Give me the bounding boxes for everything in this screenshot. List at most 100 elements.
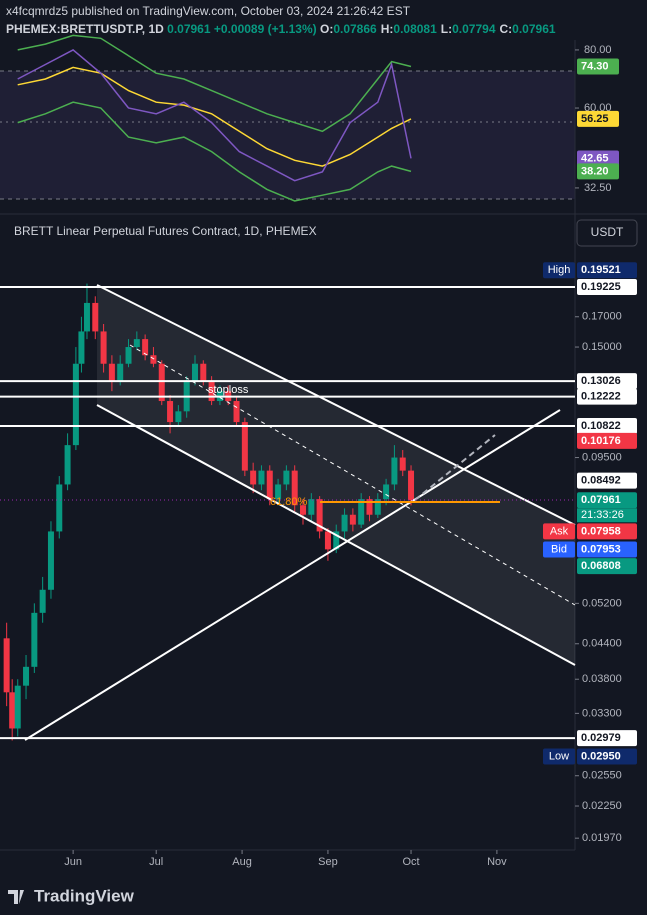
candle-body	[341, 514, 348, 532]
candle-body	[324, 531, 331, 550]
candle-body	[200, 363, 207, 382]
channel-bottom	[96, 404, 576, 666]
candle-body	[23, 666, 30, 686]
candle-body	[150, 355, 157, 364]
candle-body	[316, 499, 323, 532]
rsi-band	[0, 71, 575, 199]
price-label-box	[577, 279, 637, 296]
y-tick-label: 0.15000	[582, 341, 622, 353]
y-tick-label: 0.04400	[582, 638, 622, 650]
candle-body	[250, 470, 257, 485]
candle-body	[175, 411, 182, 423]
y-tick-label: 80.00	[584, 44, 612, 56]
y-tick-label: 0.01970	[582, 832, 622, 844]
ohlc-value: 0.07961	[512, 22, 556, 36]
price-label-name: High	[548, 264, 571, 276]
oscillator-label-box	[577, 110, 619, 127]
price-label: 0.02950	[581, 750, 621, 762]
oscillator-label-box	[577, 163, 619, 180]
ohlc-label: H:	[380, 22, 394, 36]
trend-dashed	[414, 434, 496, 501]
price-label-box	[577, 373, 637, 390]
price-label-box	[577, 388, 637, 405]
x-tick-label: Jul	[149, 856, 163, 868]
price-label: 0.06808	[581, 560, 621, 572]
last-price: 0.07961	[167, 22, 211, 36]
oscillator-line	[17, 101, 412, 202]
candle-body	[125, 347, 132, 364]
price-label-box	[577, 748, 637, 765]
candle-body	[64, 445, 71, 485]
symbol: PHEMEX:BRETTUSDT.P, 1D	[6, 22, 164, 36]
candle-body	[291, 470, 298, 506]
candle-body	[47, 531, 54, 590]
countdown: 21:33:26	[581, 509, 624, 521]
oscillator-label: 42.65	[581, 152, 609, 164]
x-tick-label: Jun	[64, 856, 82, 868]
oscillator-line	[17, 66, 412, 167]
price-label: 0.12222	[581, 390, 621, 402]
candle-body	[283, 470, 290, 485]
price-label-tag	[543, 541, 575, 558]
candle-body	[31, 612, 38, 667]
price-label: 0.07961	[581, 494, 621, 506]
price-label-tag	[543, 262, 575, 279]
candle-body	[349, 514, 356, 525]
x-tick-label: Aug	[232, 856, 252, 868]
y-tick-label: 0.17000	[582, 311, 622, 323]
candles	[3, 283, 415, 741]
oscillator-label: 56.25	[581, 113, 609, 125]
price-label: 0.19225	[581, 281, 621, 293]
candle-body	[374, 499, 381, 515]
y-tick-label: 32.50	[584, 182, 612, 194]
candle-body	[83, 302, 90, 332]
price-label: 0.02979	[581, 732, 621, 744]
ohlc-label: L:	[440, 22, 453, 36]
change: +0.00089 (+1.13%)	[213, 22, 317, 36]
candle-body	[72, 363, 79, 446]
price-label-box	[577, 418, 637, 435]
ohlc-label: O:	[319, 22, 334, 36]
price-label: 0.13026	[581, 375, 621, 387]
y-tick-label: 0.05200	[582, 597, 622, 609]
candle-body	[133, 339, 140, 348]
candle-body	[408, 470, 415, 501]
candle-body	[233, 401, 240, 423]
candle-body	[92, 302, 99, 332]
logo-icon	[8, 890, 24, 904]
annotation: stoploss	[208, 384, 249, 396]
channel-mid	[129, 344, 576, 606]
candle-body	[308, 499, 315, 515]
candle-body	[300, 505, 307, 515]
price-label-tag	[543, 523, 575, 540]
oscillator-label: 38.20	[581, 165, 609, 177]
candle-body	[108, 363, 115, 382]
price-label: 0.07953	[581, 543, 621, 555]
x-tick-label: Sep	[318, 856, 338, 868]
annotation: 61.80%	[270, 496, 308, 508]
publisher-line: x4fcqmrdz5 published on TradingView.com,…	[6, 4, 411, 18]
oscillator-line	[17, 49, 412, 182]
price-label: 0.07958	[581, 525, 621, 537]
candle-body	[333, 531, 340, 550]
candle-body	[39, 589, 46, 613]
y-tick-label: 0.03300	[582, 707, 622, 719]
candle-body	[399, 457, 406, 471]
x-tick-label: Oct	[402, 856, 419, 868]
ohlc-label: C:	[499, 22, 513, 36]
oscillator-label-box	[577, 150, 619, 167]
candle-body	[383, 484, 390, 500]
price-label-box	[577, 492, 637, 509]
currency-button[interactable]	[576, 219, 638, 247]
currency-label[interactable]: USDT	[591, 225, 624, 239]
ohlc: O:0.07866 H:0.08081 L:0.07794 C:0.07961	[320, 22, 560, 36]
candle-body	[167, 401, 174, 423]
ohlc-value: 0.07794	[452, 22, 496, 36]
candle-body	[366, 499, 373, 515]
price-label-box	[577, 558, 637, 575]
candle-body	[9, 692, 16, 729]
price-label-tag	[543, 748, 575, 765]
candle-body	[391, 457, 398, 485]
price-label-box	[577, 262, 637, 279]
